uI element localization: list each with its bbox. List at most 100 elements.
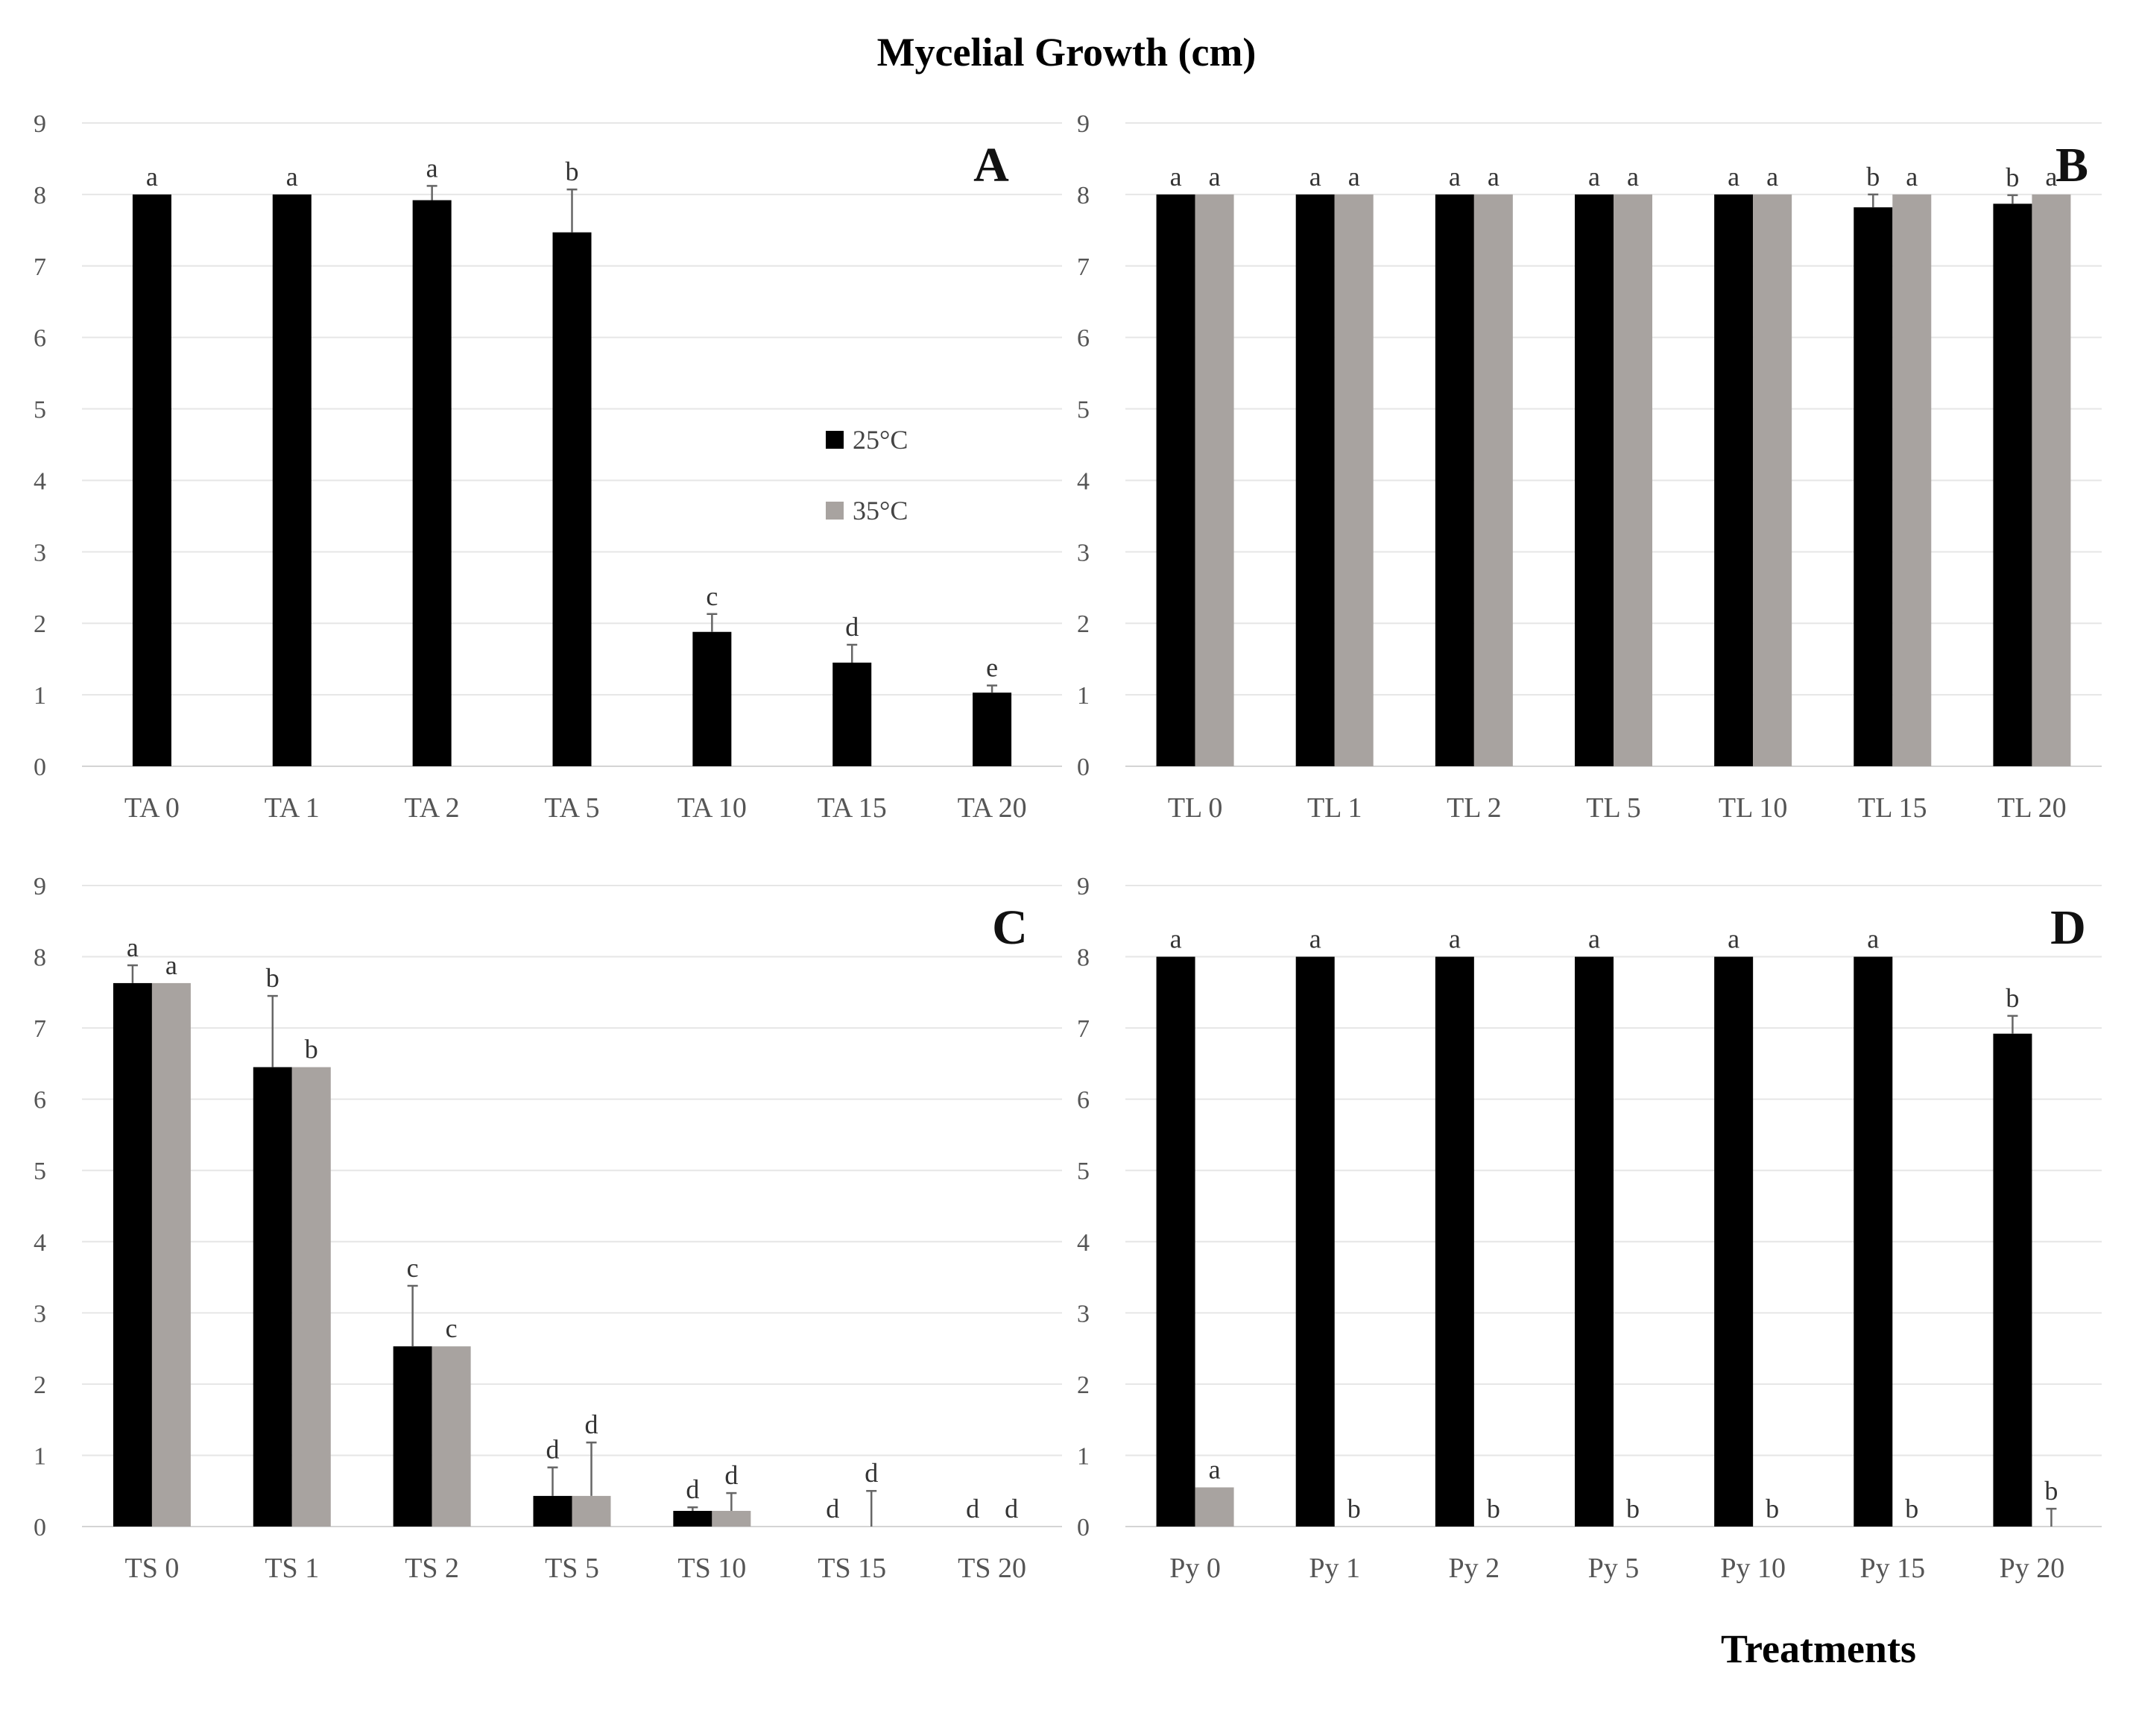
panel-b-y-tick-label: 9 bbox=[1077, 110, 1090, 138]
panel-c-significance-letter: d bbox=[546, 1435, 560, 1465]
panel-d-bar-25c bbox=[1435, 956, 1474, 1527]
panel-c-bar-25c bbox=[113, 982, 152, 1527]
panel-b-significance-letter: a bbox=[1906, 162, 1918, 192]
panel-a-y-tick-label: 2 bbox=[34, 610, 46, 638]
panel-a-y-tick-label: 4 bbox=[34, 467, 46, 495]
panel-b-bar-35c bbox=[1195, 194, 1234, 766]
panel-a-significance-letter: a bbox=[286, 162, 298, 192]
panel-c-y-tick-label: 7 bbox=[34, 1015, 46, 1043]
panel-b-bar-25c bbox=[1156, 194, 1195, 766]
panel-d-significance-letter: b bbox=[1766, 1494, 1779, 1524]
panel-c-bar-25c bbox=[393, 1346, 432, 1527]
figure-title: Mycelial Growth (cm) bbox=[877, 30, 1257, 75]
panel-a-category-label: TA 2 bbox=[405, 792, 460, 824]
panel-d-y-tick-label: 5 bbox=[1077, 1158, 1090, 1185]
panel-c-significance-letter: b bbox=[266, 963, 279, 993]
panel-c-significance-letter: a bbox=[165, 950, 177, 980]
panel-b-category-label: TL 1 bbox=[1307, 792, 1362, 824]
panel-d-y-tick-label: 8 bbox=[1077, 944, 1090, 972]
panel-d-significance-letter: b bbox=[2006, 983, 2019, 1013]
legend-label-35c: 35°C bbox=[853, 496, 908, 525]
panel-c-y-tick-label: 4 bbox=[34, 1229, 46, 1257]
panel-b-y-tick-label: 0 bbox=[1077, 754, 1090, 781]
panel-c-significance-letter: d bbox=[686, 1474, 699, 1504]
panel-d-y-tick-label: 3 bbox=[1077, 1300, 1090, 1328]
panel-d-category-label: Py 2 bbox=[1449, 1553, 1500, 1584]
panel-d-significance-letter: b bbox=[1487, 1494, 1500, 1524]
panel-a-y-tick-label: 0 bbox=[34, 754, 46, 781]
panel-a-bar-25c bbox=[552, 232, 592, 767]
panel-a-category-label: TA 15 bbox=[818, 792, 887, 824]
panel-a-bar-25c bbox=[832, 662, 872, 766]
panel-b-category-label: TL 10 bbox=[1719, 792, 1788, 824]
panel-b-letter: B bbox=[2055, 138, 2088, 192]
panel-a-category-label: TA 10 bbox=[677, 792, 747, 824]
panel-d-significance-letter: a bbox=[1209, 1454, 1221, 1484]
panel-d-significance-letter: b bbox=[1905, 1494, 1918, 1524]
panel-c-bar-25c bbox=[253, 1067, 292, 1527]
panel-d-letter: D bbox=[2050, 900, 2086, 955]
panel-b-bar-35c bbox=[1334, 194, 1374, 766]
panel-b-significance-letter: a bbox=[2045, 162, 2057, 192]
panel-c-y-tick-label: 6 bbox=[34, 1087, 46, 1114]
panel-a-category-label: TA 5 bbox=[544, 792, 599, 824]
panel-d-significance-letter: a bbox=[1588, 924, 1600, 954]
panel-c-category-label: TS 0 bbox=[124, 1553, 179, 1584]
panel-c-y-tick-label: 2 bbox=[34, 1372, 46, 1399]
panel-b-category-label: TL 2 bbox=[1447, 792, 1502, 824]
panel-b-category-label: TL 15 bbox=[1858, 792, 1927, 824]
panel-d-significance-letter: a bbox=[1309, 924, 1321, 954]
panel-b-significance-letter: a bbox=[1627, 162, 1639, 192]
panel-c-y-tick-label: 3 bbox=[34, 1300, 46, 1328]
panel-a-significance-letter: e bbox=[986, 653, 998, 683]
panel-c-significance-letter: d bbox=[1005, 1494, 1018, 1524]
panel-b-significance-letter: a bbox=[1449, 162, 1461, 192]
panel-b-category-label: TL 0 bbox=[1168, 792, 1223, 824]
panel-c-y-tick-label: 0 bbox=[34, 1514, 46, 1541]
panel-d-y-tick-label: 6 bbox=[1077, 1087, 1090, 1114]
panel-c-bar-35c bbox=[291, 1067, 331, 1527]
panel-b-y-tick-label: 8 bbox=[1077, 182, 1090, 209]
panel-d-category-label: Py 5 bbox=[1588, 1553, 1640, 1584]
panel-a-bar-25c bbox=[132, 194, 171, 766]
panel-c-y-tick-label: 9 bbox=[34, 873, 46, 900]
panel-d-bar-25c bbox=[1575, 956, 1614, 1527]
panel-d-category-label: Py 0 bbox=[1169, 1553, 1221, 1584]
panel-d-significance-letter: b bbox=[2044, 1476, 2058, 1506]
panel-a-significance-letter: a bbox=[146, 162, 158, 192]
panel-c-bar-35c bbox=[572, 1495, 611, 1527]
panel-c-y-tick-label: 1 bbox=[34, 1442, 46, 1470]
panel-d-category-label: Py 10 bbox=[1720, 1553, 1786, 1584]
panel-b-bar-35c bbox=[1614, 194, 1652, 766]
panel-c-significance-letter: d bbox=[585, 1410, 598, 1439]
panel-d-significance-letter: b bbox=[1626, 1494, 1640, 1524]
legend-swatch-35c bbox=[826, 502, 844, 520]
panel-b-y-tick-label: 4 bbox=[1077, 467, 1090, 495]
panel-b-bar-25c bbox=[1295, 194, 1335, 766]
panel-b-bar-35c bbox=[2032, 194, 2071, 766]
panel-c-bar-25c bbox=[673, 1510, 712, 1527]
panel-b-y-tick-label: 7 bbox=[1077, 253, 1090, 281]
panel-b-significance-letter: a bbox=[1766, 162, 1778, 192]
panel-b-bar-25c bbox=[1993, 203, 2032, 766]
panel-b-bar-25c bbox=[1435, 194, 1474, 766]
panel-b-y-tick-label: 1 bbox=[1077, 682, 1090, 710]
panel-c-bar-25c bbox=[533, 1495, 572, 1527]
panel-d-bar-25c bbox=[1993, 1033, 2032, 1527]
panel-d-y-tick-label: 9 bbox=[1077, 873, 1090, 900]
panel-a-bar-25c bbox=[272, 194, 312, 766]
panel-c-bar-35c bbox=[151, 982, 191, 1527]
panel-d-significance-letter: a bbox=[1728, 924, 1739, 954]
panel-a-bar-25c bbox=[973, 692, 1012, 766]
panel-c-significance-letter: a bbox=[127, 932, 139, 962]
panel-c-significance-letter: c bbox=[446, 1313, 458, 1343]
panel-a-y-tick-label: 8 bbox=[34, 182, 46, 209]
panel-c-significance-letter: b bbox=[305, 1035, 318, 1064]
panel-b-significance-letter: b bbox=[1866, 162, 1880, 192]
panel-b-y-tick-label: 6 bbox=[1077, 325, 1090, 353]
panel-c-significance-letter: d bbox=[724, 1460, 738, 1490]
panel-c-category-label: TS 15 bbox=[818, 1553, 886, 1584]
panel-c-bar-35c bbox=[712, 1510, 751, 1527]
